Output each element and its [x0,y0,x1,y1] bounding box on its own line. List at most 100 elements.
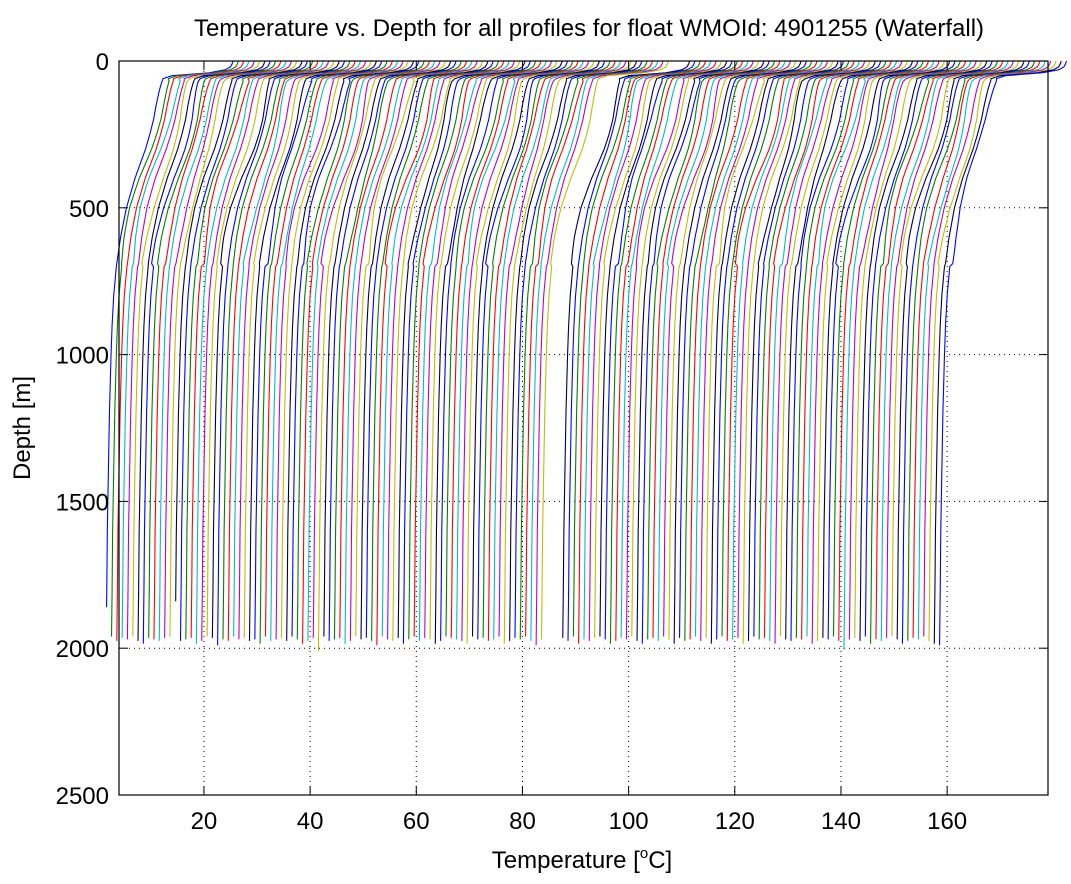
temperature-profile-line [333,60,462,640]
temperature-profile-line [535,60,664,646]
temperature-profile-line [758,60,887,640]
temperature-profile-line [816,60,945,641]
temperature-profile-line [609,60,738,644]
temperature-profile-line [859,60,988,641]
temperature-profile-line [795,60,924,638]
temperature-profile-line [540,60,669,640]
temperature-profile-line [323,60,452,637]
temperature-profile-line [291,60,420,637]
temperature-profile-line [397,60,526,638]
temperature-profile-line [456,60,585,640]
temperature-profile-line [806,60,935,637]
temperature-profile-line [413,60,542,637]
temperature-profile-line [620,60,749,638]
temperature-profile-line [302,60,431,644]
x-axis-label: Temperature [oC] [492,845,672,874]
temperature-profile-line [270,60,399,641]
temperature-profile-line [891,60,1020,637]
temperature-profile-line [530,60,659,641]
temperature-profile-line [450,60,579,638]
temperature-profile-line [158,60,287,641]
temperature-profile-line [185,60,314,640]
temperature-profile-line [153,60,282,640]
temperature-profile-line [663,60,792,637]
temperature-profile-line [562,60,691,638]
temperature-profile-line [678,60,807,638]
chart-title: Temperature vs. Depth for all profiles f… [194,15,984,42]
x-axis-label-superscript: o [640,845,648,862]
temperature-profile-line [684,60,813,641]
x-axis-label-pre: Temperature [ [492,847,640,874]
temperature-profile-line [838,60,967,641]
temperature-profile-line [785,60,914,640]
temperature-profile-line [933,60,1062,644]
temperature-profile-line [466,60,595,644]
temperature-profile-line [509,60,638,641]
temperature-profile-line [747,60,876,641]
x-tick-label: 80 [509,808,536,835]
x-tick-label: 160 [927,808,967,835]
temperature-profile-line [668,60,797,640]
temperature-profile-line [477,60,606,640]
temperature-profile-line [822,60,951,638]
x-tick-label: 120 [715,808,755,835]
temperature-profile-line [408,60,537,640]
x-tick-label: 20 [191,808,218,835]
temperature-profile-line [848,60,977,640]
temperature-profile-line [774,60,903,644]
temperature-profile-line [753,60,882,637]
temperature-profile-line [339,60,468,638]
temperature-profile-line [116,60,245,641]
temperature-profile-line [689,60,818,640]
temperature-profile-line [907,60,1036,641]
temperature-profile-line [588,60,717,641]
temperature-profile-line [317,60,446,652]
temperature-profile-line [233,60,362,637]
temperature-profile-line [615,60,744,641]
temperature-profile-line [578,60,707,644]
temperature-profile-line [737,60,866,638]
temperature-profile-line [132,60,261,637]
temperature-profile-line [487,60,616,641]
temperature-profile-line [843,60,972,650]
temperature-profile-line [286,60,415,641]
temperature-profile-line [126,60,255,640]
temperature-profile-line [631,60,760,637]
temperature-profile-line [657,60,786,641]
temperature-profile-line [673,60,802,644]
temperature-profile-line [827,60,956,640]
temperature-profile-line [625,60,754,640]
x-axis-label-post: C] [648,847,672,874]
temperature-profile-line [381,60,510,637]
temperature-profile-line [418,60,547,641]
temperature-profile-line [471,60,600,637]
temperature-profile-line [525,60,654,637]
temperature-profile-line [179,60,308,641]
temperature-profile-line [360,60,489,640]
temperature-profile-line [811,60,940,644]
temperature-profile-line [583,60,712,640]
y-axis-label: Depth [m] [9,376,36,480]
temperature-profile-line [875,60,1004,640]
temperature-profile-line [519,60,648,640]
temperature-profile-line [440,60,569,641]
temperature-profile-line [344,60,473,644]
temperature-profile-line [248,60,377,641]
temperature-profile-line [716,60,845,640]
temperature-profile-line [923,60,1052,637]
temperature-profile-line [864,60,993,637]
y-tick-label: 2500 [56,783,109,810]
temperature-profile-line [700,60,829,641]
temperature-profile-line [307,60,436,641]
y-tick-label: 1000 [56,343,109,370]
temperature-profile-line [376,60,505,646]
temperature-profile-line [175,60,303,602]
temperature-profile-line [312,60,441,638]
temperature-profile-line [190,60,319,638]
x-tick-label: 60 [403,808,430,835]
temperature-profile-line [148,60,277,638]
temperature-profile-line [779,60,908,637]
temperature-profile-line [296,60,425,640]
temperature-profile-line [349,60,478,641]
y-tick-label: 1500 [56,489,109,516]
